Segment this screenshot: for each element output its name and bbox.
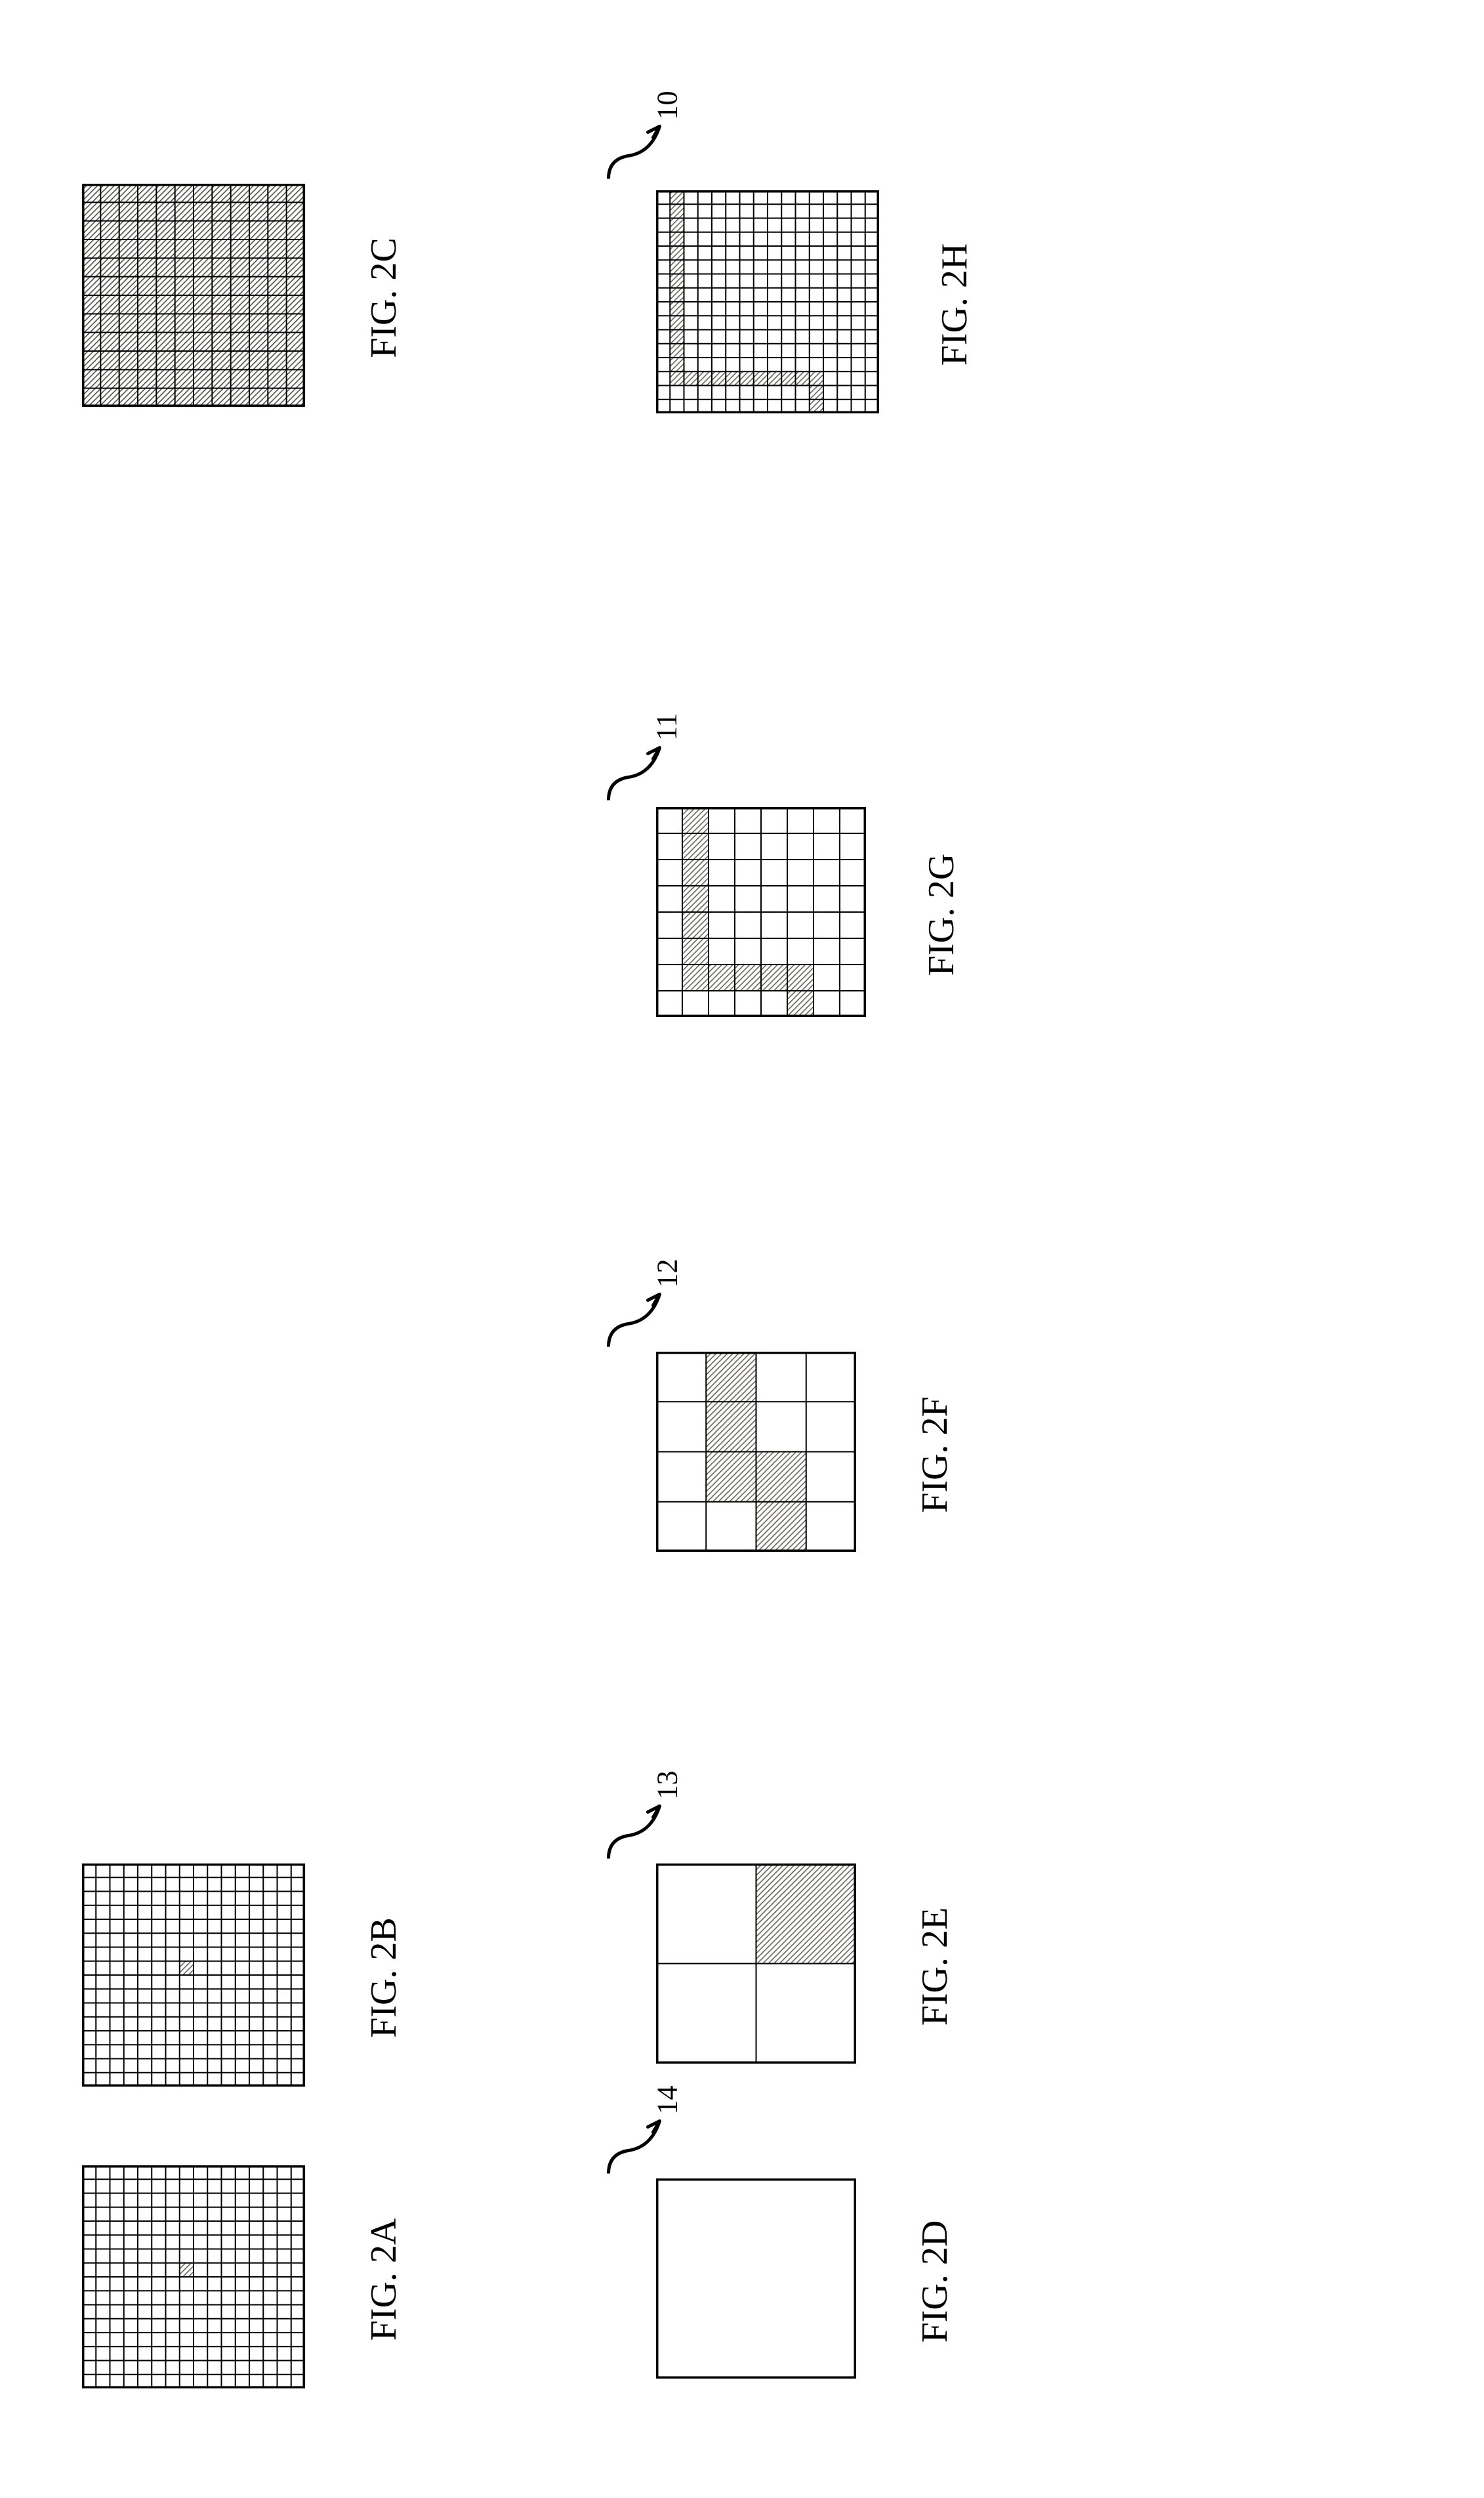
figure-E: FIG. 2E13 xyxy=(656,1863,856,2064)
figure-G: FIG. 2G11 xyxy=(656,807,866,1017)
page-root: FIG. 2A FIG. 2B FIG. 2C FIG. 2D14 FIG. 2… xyxy=(0,0,1484,2498)
figure-F: FIG. 2F12 xyxy=(656,1352,856,1552)
figure-B-grid xyxy=(82,1863,305,2087)
figure-A-grid xyxy=(82,2165,305,2388)
figure-B: FIG. 2B xyxy=(82,1863,305,2087)
figure-E-caption: FIG. 2E xyxy=(914,1881,956,2052)
figure-D-arrow xyxy=(602,2105,678,2184)
figure-C-grid xyxy=(82,184,305,407)
figure-G-grid xyxy=(656,807,866,1017)
figure-H-arrow xyxy=(602,110,678,189)
figure-B-caption: FIG. 2B xyxy=(363,1892,405,2063)
figure-E-arrow xyxy=(602,1790,678,1869)
figure-A-caption: FIG. 2A xyxy=(363,2194,405,2365)
figure-D-grid xyxy=(656,2178,856,2379)
figure-F-arrow xyxy=(602,1278,678,1357)
figure-H-caption: FIG. 2H xyxy=(934,219,976,390)
figure-C: FIG. 2C xyxy=(82,184,305,407)
figure-F-grid xyxy=(656,1352,856,1552)
figure-C-caption: FIG. 2C xyxy=(363,213,405,383)
figure-E-grid xyxy=(656,1863,856,2064)
figure-H: FIG. 2H10 xyxy=(656,190,879,413)
figure-F-caption: FIG. 2F xyxy=(914,1369,956,1540)
figure-H-grid xyxy=(656,190,879,413)
figure-G-caption: FIG. 2G xyxy=(920,829,962,1000)
figure-A: FIG. 2A xyxy=(82,2165,305,2388)
figure-D-caption: FIG. 2D xyxy=(914,2196,956,2367)
figure-G-arrow xyxy=(602,732,678,810)
figure-D: FIG. 2D14 xyxy=(656,2178,856,2379)
